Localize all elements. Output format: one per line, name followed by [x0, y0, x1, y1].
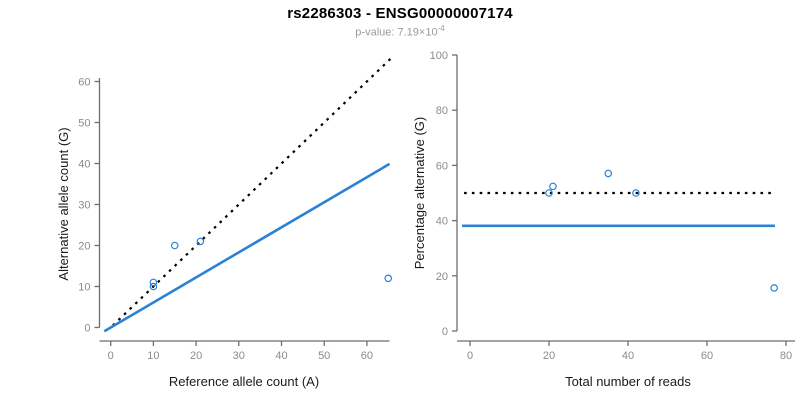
right-data-point: [549, 182, 557, 191]
right-y-tick-label: 0: [442, 326, 448, 338]
left-y-axis-title: Alternative allele count (G): [56, 127, 71, 280]
left-x-tick-label: 0: [108, 350, 114, 362]
right-data-point: [545, 189, 553, 197]
plot-subtitle: p-value: 7.19×10-4: [0, 24, 800, 39]
left-x-axis-title: Reference allele count (A): [169, 374, 319, 389]
right-data-point: [604, 169, 613, 178]
left-panel: 0 10 20 30 40 50 60 0 10 20 30 40 50 60: [78, 56, 393, 362]
right-x-tick-label: 0: [467, 350, 473, 362]
left-x-tick-label: 20: [190, 350, 202, 362]
right-y-axis-title: Percentage alternative (G): [412, 117, 427, 269]
left-y-tick-label: 0: [84, 323, 90, 335]
right-x-tick-label: 20: [543, 350, 555, 362]
right-x-tick-label: 60: [701, 350, 713, 362]
left-data-point: [170, 241, 179, 250]
left-data-point: [149, 282, 158, 291]
left-y-tick-label: 50: [78, 118, 90, 130]
fit-line: [103, 162, 391, 333]
right-y-tick-label: 40: [436, 216, 448, 228]
right-data-point: [770, 284, 778, 292]
left-data-point: [196, 237, 205, 246]
left-x-tick-label: 40: [275, 350, 287, 362]
right-y-tick-label: 100: [430, 50, 448, 62]
left-x-tick-label: 10: [147, 350, 159, 362]
left-y-tick-label: 30: [78, 200, 90, 212]
right-y-tick-label: 20: [436, 271, 448, 283]
left-data-point: [384, 274, 393, 283]
plot-title: rs2286303 - ENSG00000007174: [287, 5, 513, 22]
pvalue-text: p-value: 7.19×10: [355, 26, 438, 39]
left-y-tick-label: 40: [78, 159, 90, 171]
pvalue-exponent: -4: [437, 24, 445, 33]
left-y-tick-label: 20: [78, 241, 90, 253]
left-y-tick-label: 60: [78, 77, 90, 89]
right-x-tick-label: 40: [622, 350, 634, 362]
left-y-tick-label: 10: [78, 282, 90, 294]
left-x-tick-label: 60: [361, 350, 373, 362]
right-y-tick-label: 60: [436, 160, 448, 172]
right-data-point: [632, 189, 640, 197]
right-panel: 0 20 40 60 80 0 20 40 60 80 100: [430, 50, 795, 362]
identity-line: [112, 56, 393, 327]
right-x-axis-title: Total number of reads: [565, 374, 691, 389]
left-data-point: [149, 278, 158, 287]
right-y-tick-label: 80: [436, 105, 448, 117]
right-x-tick-label: 80: [780, 350, 792, 362]
left-x-tick-label: 50: [318, 350, 330, 362]
left-x-tick-label: 30: [233, 350, 245, 362]
